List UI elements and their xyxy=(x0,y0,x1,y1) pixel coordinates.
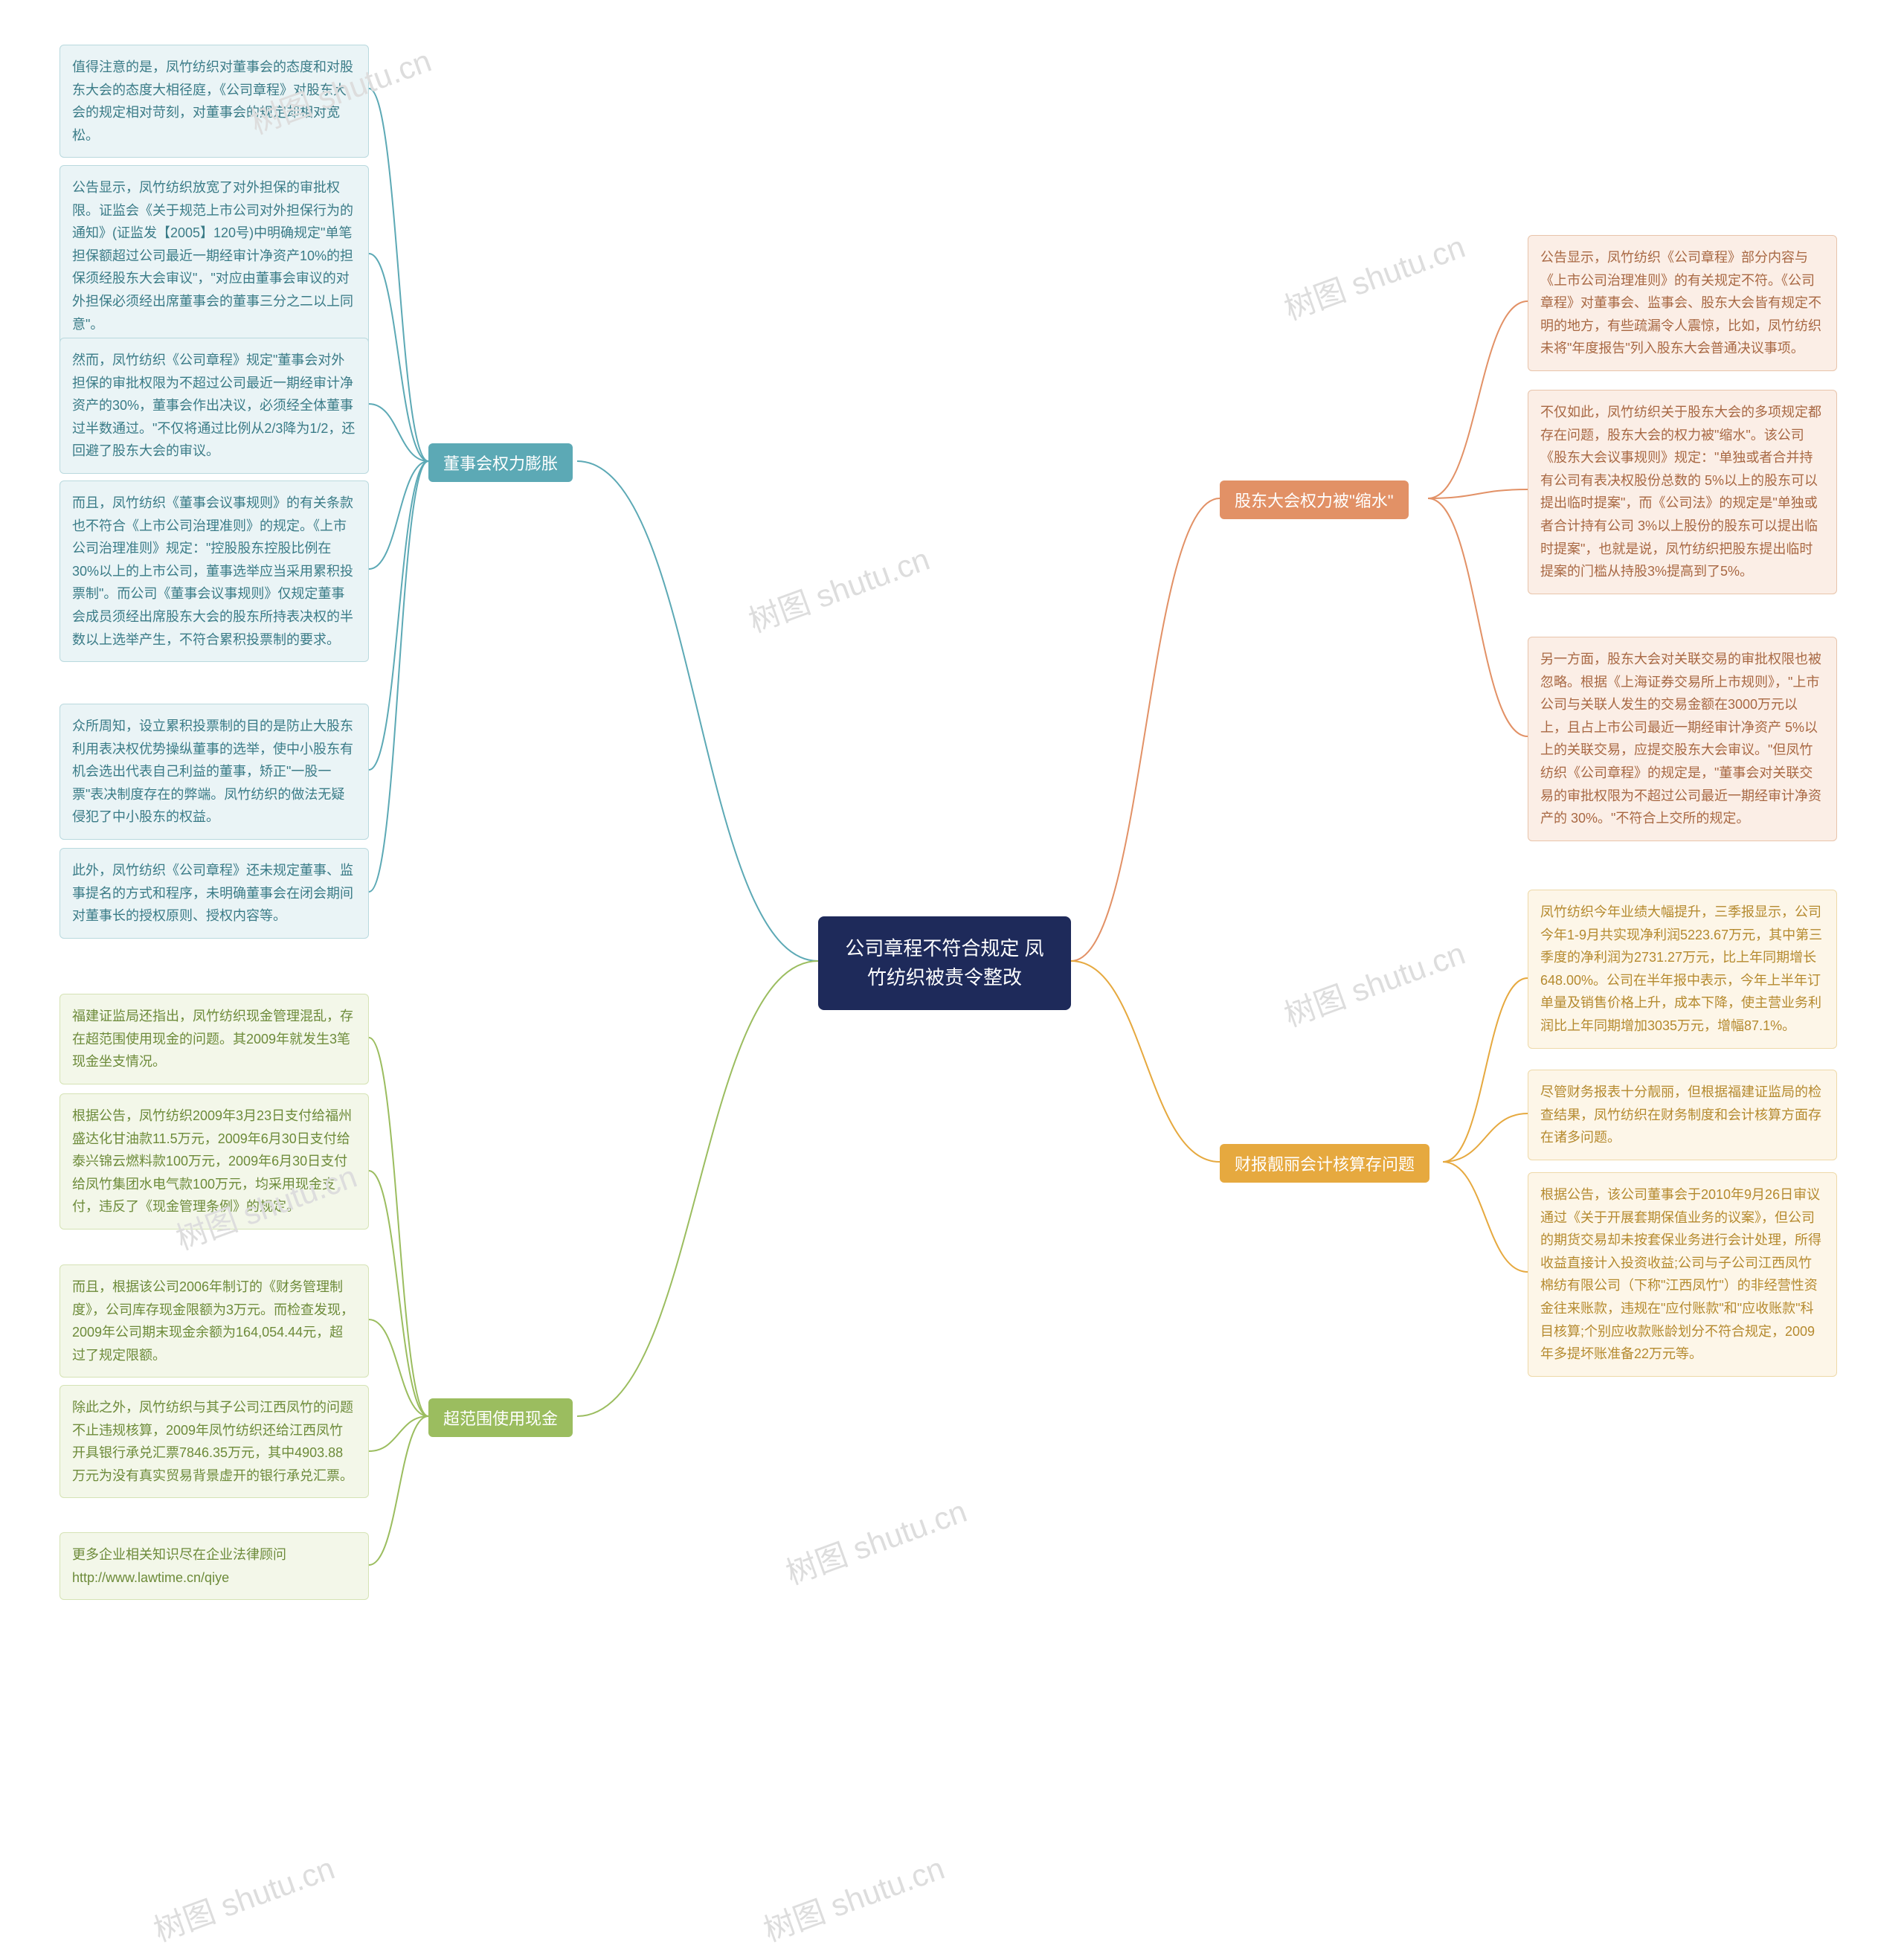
leaf-board-1: 公告显示，凤竹纺织放宽了对外担保的审批权限。证监会《关于规范上市公司对外担保行为… xyxy=(60,165,369,347)
leaf-shareholders-2: 另一方面，股东大会对关联交易的审批权限也被忽略。根据《上海证券交易所上市规则》，… xyxy=(1528,637,1837,841)
watermark: 树图 shutu.cn xyxy=(1277,928,1470,1035)
watermark: 树图 shutu.cn xyxy=(1277,222,1470,329)
watermark: 树图 shutu.cn xyxy=(147,1843,340,1950)
leaf-shareholders-1: 不仅如此，凤竹纺织关于股东大会的多项规定都存在问题，股东大会的权力被"缩水"。该… xyxy=(1528,390,1837,594)
leaf-cash-1: 根据公告，凤竹纺织2009年3月23日支付给福州盛达化甘油款11.5万元，200… xyxy=(60,1093,369,1230)
leaf-shareholders-0: 公告显示，凤竹纺织《公司章程》部分内容与《上市公司治理准则》的有关规定不符。《公… xyxy=(1528,235,1837,371)
watermark: 树图 shutu.cn xyxy=(779,1486,972,1593)
leaf-board-5: 此外，凤竹纺织《公司章程》还未规定董事、监事提名的方式和程序，未明确董事会在闭会… xyxy=(60,848,369,939)
watermark: 树图 shutu.cn xyxy=(756,1843,950,1950)
leaf-cash-0: 福建证监局还指出，凤竹纺织现金管理混乱，存在超范围使用现金的问题。其2009年就… xyxy=(60,994,369,1084)
branch-financial: 财报靓丽会计核算存问题 xyxy=(1220,1144,1429,1183)
leaf-financial-1: 尽管财务报表十分靓丽，但根据福建证监局的检查结果，凤竹纺织在财务制度和会计核算方… xyxy=(1528,1070,1837,1160)
leaf-cash-4: 更多企业相关知识尽在企业法律顾问http://www.lawtime.cn/qi… xyxy=(60,1532,369,1600)
leaf-financial-2: 根据公告，该公司董事会于2010年9月26日审议通过《关于开展套期保值业务的议案… xyxy=(1528,1172,1837,1377)
leaf-board-0: 值得注意的是，凤竹纺织对董事会的态度和对股东大会的态度大相径庭，《公司章程》对股… xyxy=(60,45,369,158)
leaf-cash-3: 除此之外，凤竹纺织与其子公司江西凤竹的问题不止违规核算，2009年凤竹纺织还给江… xyxy=(60,1385,369,1498)
watermark: 树图 shutu.cn xyxy=(742,534,935,641)
branch-board: 董事会权力膨胀 xyxy=(428,443,573,482)
leaf-board-3: 而且，凤竹纺织《董事会议事规则》的有关条款也不符合《上市公司治理准则》的规定。《… xyxy=(60,480,369,662)
leaf-cash-2: 而且，根据该公司2006年制订的《财务管理制度》，公司库存现金限额为3万元。而检… xyxy=(60,1264,369,1378)
center-node: 公司章程不符合规定 凤竹纺织被责令整改 xyxy=(818,916,1071,1010)
branch-shareholders: 股东大会权力被"缩水" xyxy=(1220,480,1409,519)
leaf-board-2: 然而，凤竹纺织《公司章程》规定"董事会对外担保的审批权限为不超过公司最近一期经审… xyxy=(60,338,369,474)
branch-cash: 超范围使用现金 xyxy=(428,1398,573,1437)
leaf-financial-0: 凤竹纺织今年业绩大幅提升，三季报显示，公司今年1-9月共实现净利润5223.67… xyxy=(1528,890,1837,1049)
leaf-board-4: 众所周知，设立累积投票制的目的是防止大股东利用表决权优势操纵董事的选举，使中小股… xyxy=(60,704,369,840)
